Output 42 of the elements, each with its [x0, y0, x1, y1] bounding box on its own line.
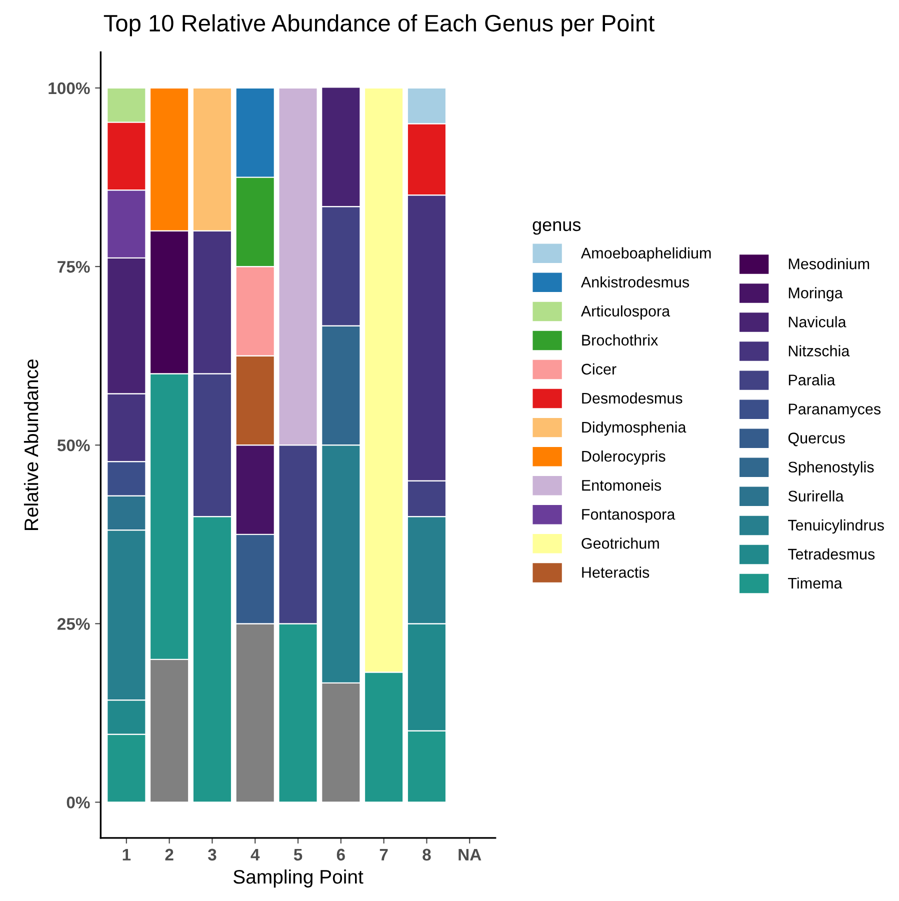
x-tick-label: 1	[122, 848, 131, 860]
legend-label: Sphenostylis	[788, 461, 874, 476]
x-tick-label: 8	[422, 848, 431, 861]
legend-label: Quercus	[788, 432, 845, 446]
legend-label: Nitzschia	[788, 345, 850, 356]
legend-label: Timema	[788, 577, 842, 589]
x-tick-label: 4	[250, 848, 260, 860]
legend-label: Amoeboaphelidium	[580, 247, 711, 262]
legend-label: Moringa	[788, 287, 843, 302]
legend-label: Fontanospora	[582, 509, 676, 523]
legend-label: Articulospora	[580, 305, 670, 320]
legend-label: Mesodinium	[788, 258, 870, 270]
y-tick-label: 50%	[57, 439, 90, 452]
x-tick-label: 5	[294, 848, 302, 861]
legend-label: Paranamyces	[788, 404, 881, 418]
legend-label: Paralia	[788, 374, 836, 386]
legend-label: Heteractis	[582, 566, 650, 578]
x-tick-label: 2	[165, 848, 174, 860]
y-tick-label: 25%	[57, 618, 90, 630]
legend-label: Surirella	[788, 490, 844, 502]
legend-label: Entomoneis	[582, 480, 662, 491]
legend-label: Tetradesmus	[788, 548, 875, 560]
y-tick-label: 0%	[66, 796, 90, 808]
x-tick-label: 3	[208, 848, 216, 861]
x-tick-label: 6	[336, 848, 345, 861]
y-axis-title: Relative Abundance	[24, 359, 38, 530]
legend-label: Ankistrodesmus	[580, 276, 690, 288]
legend-label: Desmodesmus	[582, 392, 682, 404]
x-tick-label: 7	[380, 848, 388, 860]
legend-label: Dolerocypris	[582, 450, 666, 465]
y-tick-label: 100%	[48, 82, 90, 94]
legend-label: Navicula	[788, 316, 846, 328]
x-axis-title: Sampling Point	[234, 869, 364, 888]
legend-label: Brochothrix	[582, 334, 658, 346]
legend-label: Tenuicylindrus	[788, 519, 884, 534]
legend-label: Cicer	[582, 363, 616, 375]
chart-title: Top 10 Relative Abundance of Each Genus per Point	[104, 14, 655, 36]
x-tick-label: NA	[458, 848, 482, 860]
legend-label: Didymosphenia	[582, 421, 686, 436]
legend-label: Geotrichum	[582, 538, 659, 549]
y-tick-label: 75%	[58, 260, 90, 273]
legend-title: genus	[532, 221, 581, 235]
